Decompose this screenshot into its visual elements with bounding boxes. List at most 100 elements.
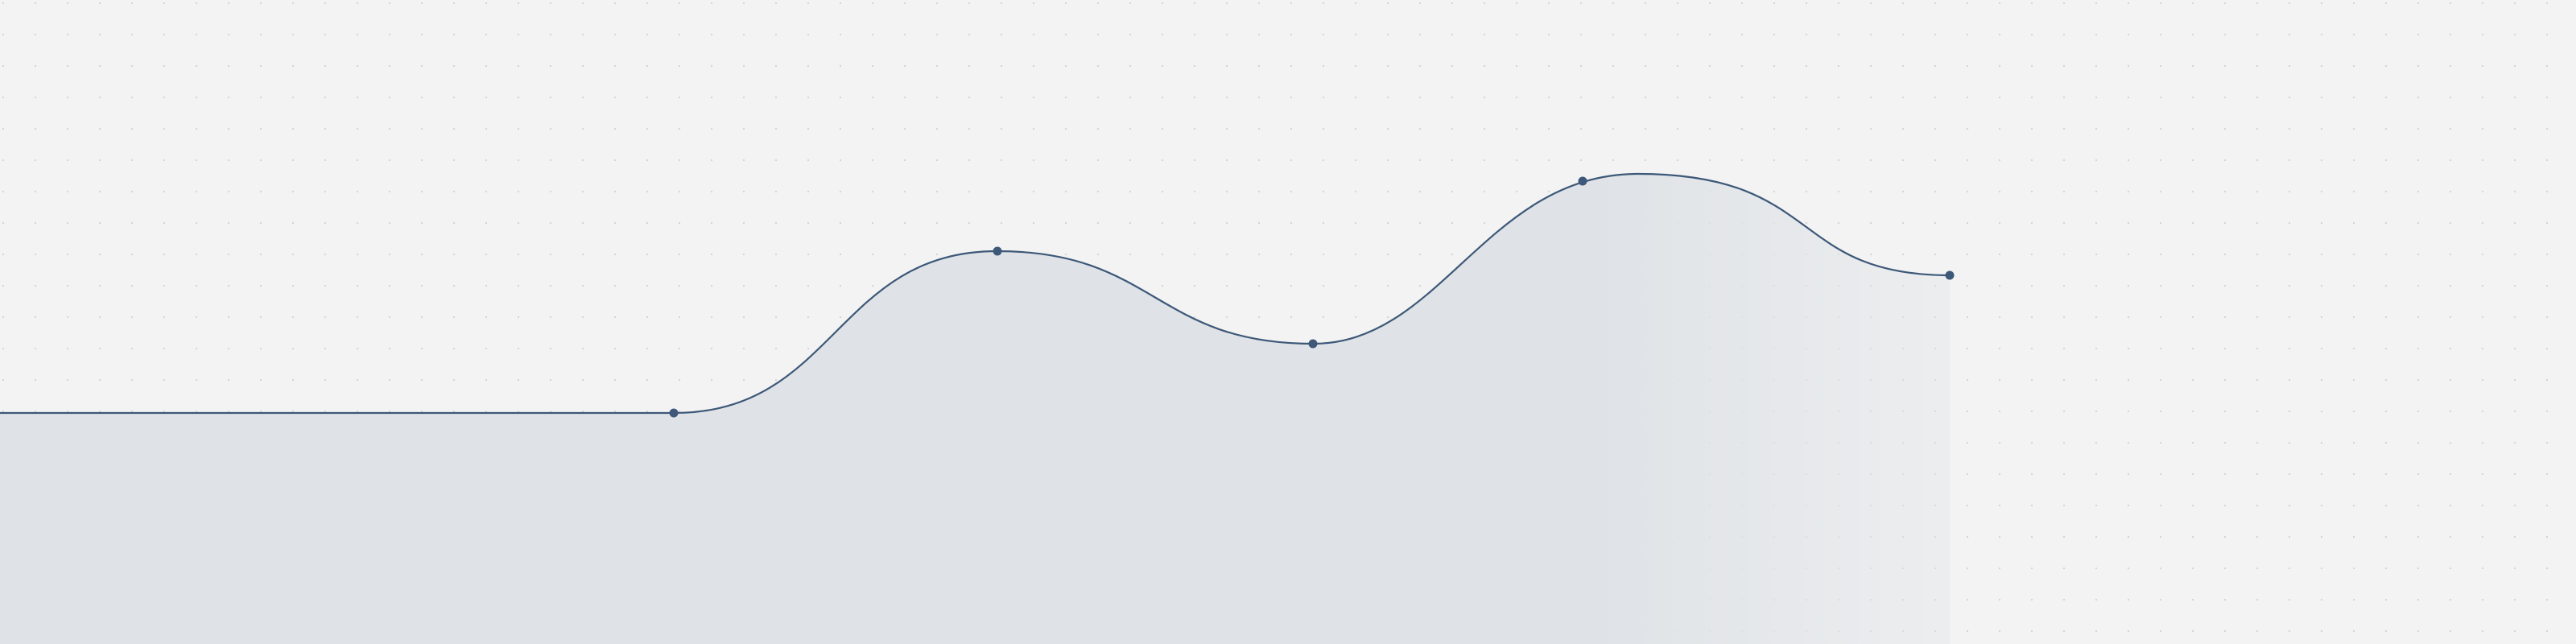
grid-dot xyxy=(1805,2,1808,5)
grid-dot xyxy=(2320,410,2323,413)
grid-dot xyxy=(2256,598,2259,601)
grid-dot xyxy=(2,378,5,382)
grid-dot xyxy=(1966,378,1969,382)
grid-dot xyxy=(2352,253,2355,256)
grid-dot xyxy=(2191,284,2194,287)
grid-dot xyxy=(2545,347,2549,350)
grid-dot xyxy=(871,190,874,193)
grid-dot xyxy=(227,378,230,382)
data-point-1 xyxy=(669,408,679,418)
grid-dot xyxy=(324,284,327,287)
grid-dot xyxy=(1966,504,1969,507)
data-point-4 xyxy=(1578,176,1587,186)
grid-dot xyxy=(2481,96,2484,99)
grid-dot xyxy=(1773,127,1776,130)
grid-dot xyxy=(1837,33,1840,36)
grid-dot xyxy=(581,190,584,193)
grid-dot xyxy=(452,96,456,99)
grid-dot xyxy=(1837,127,1840,130)
grid-dot xyxy=(1515,127,1518,130)
grid-dot xyxy=(2,96,5,99)
grid-dot xyxy=(2545,127,2549,130)
grid-dot xyxy=(485,347,488,350)
grid-dot xyxy=(613,33,617,36)
grid-dot xyxy=(2159,190,2162,193)
grid-dot xyxy=(1129,221,1132,225)
grid-dot xyxy=(2417,96,2420,99)
grid-dot xyxy=(2352,441,2355,444)
grid-dot xyxy=(1805,159,1808,162)
grid-dot xyxy=(2417,473,2420,476)
grid-dot xyxy=(549,127,552,130)
grid-dot xyxy=(195,410,198,413)
grid-dot xyxy=(1934,221,1937,225)
grid-dot xyxy=(2384,441,2388,444)
grid-dot xyxy=(388,190,391,193)
grid-dot xyxy=(1579,2,1583,5)
grid-dot xyxy=(2545,190,2549,193)
grid-dot xyxy=(2545,630,2549,633)
grid-dot xyxy=(2449,504,2452,507)
grid-dot xyxy=(2513,567,2516,570)
grid-dot xyxy=(2449,535,2452,539)
grid-dot xyxy=(1096,2,1100,5)
grid-dot xyxy=(2288,316,2291,319)
grid-dot xyxy=(2095,473,2098,476)
grid-dot xyxy=(1418,253,1422,256)
grid-dot xyxy=(2191,567,2194,570)
grid-dot xyxy=(2095,253,2098,256)
grid-dot xyxy=(2159,567,2162,570)
grid-dot xyxy=(549,2,552,5)
grid-dot xyxy=(1064,96,1067,99)
grid-dot xyxy=(452,253,456,256)
grid-dot xyxy=(195,221,198,225)
grid-dot xyxy=(1483,159,1486,162)
grid-dot xyxy=(1032,159,1035,162)
grid-dot xyxy=(871,127,874,130)
grid-dot xyxy=(1322,253,1325,256)
grid-dot xyxy=(356,316,359,319)
grid-dot xyxy=(2062,316,2066,319)
grid-dot xyxy=(935,190,939,193)
grid-dot xyxy=(871,159,874,162)
grid-dot xyxy=(2481,598,2484,601)
grid-dot xyxy=(581,96,584,99)
grid-dot xyxy=(1161,33,1164,36)
grid-dot xyxy=(2191,2,2194,5)
grid-dot xyxy=(2095,64,2098,68)
grid-dot xyxy=(66,127,69,130)
grid-dot xyxy=(485,33,488,36)
grid-dot xyxy=(2159,378,2162,382)
grid-dot xyxy=(2320,33,2323,36)
grid-dot xyxy=(678,316,681,319)
grid-dot xyxy=(1193,253,1196,256)
grid-dot xyxy=(130,190,134,193)
grid-dot xyxy=(839,96,842,99)
grid-dot xyxy=(1386,2,1389,5)
grid-dot xyxy=(2159,253,2162,256)
grid-dot xyxy=(291,2,295,5)
grid-dot xyxy=(968,221,971,225)
grid-dot xyxy=(2384,190,2388,193)
grid-dot xyxy=(2095,96,2098,99)
grid-dot xyxy=(98,284,101,287)
grid-dot xyxy=(1998,410,2001,413)
grid-dot xyxy=(903,221,906,225)
grid-dot xyxy=(356,33,359,36)
grid-dot xyxy=(1290,221,1293,225)
grid-dot xyxy=(2062,535,2066,539)
grid-dot xyxy=(130,378,134,382)
grid-dot xyxy=(1869,190,1872,193)
grid-dot xyxy=(581,159,584,162)
grid-dot xyxy=(2352,284,2355,287)
grid-dot xyxy=(1966,630,1969,633)
grid-dot xyxy=(1676,33,1679,36)
grid-dot xyxy=(66,64,69,68)
grid-dot xyxy=(2127,33,2130,36)
grid-dot xyxy=(1000,221,1003,225)
grid-dot xyxy=(1257,64,1261,68)
grid-dot xyxy=(1193,221,1196,225)
grid-dot xyxy=(1998,504,2001,507)
grid-dot xyxy=(2191,473,2194,476)
grid-dot xyxy=(1740,64,1744,68)
